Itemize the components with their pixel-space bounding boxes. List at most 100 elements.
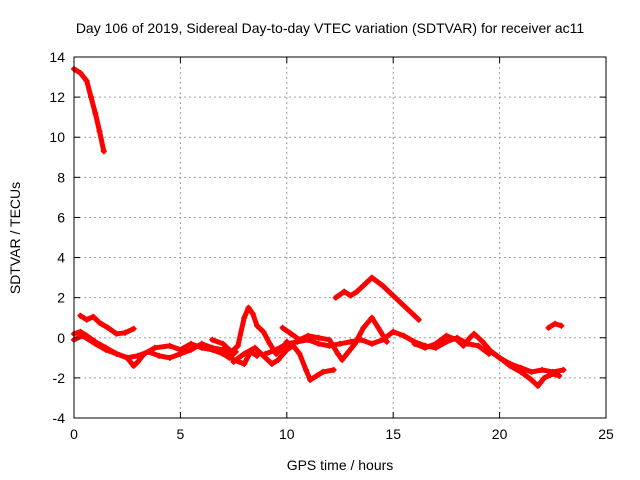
y-tick-label: -2 (53, 370, 66, 386)
data-point (379, 282, 386, 289)
data-point (275, 356, 282, 363)
data-point (517, 368, 524, 375)
data-point (332, 294, 339, 301)
data-point (100, 148, 107, 155)
y-tick-label: 10 (49, 129, 65, 145)
data-point (228, 348, 235, 355)
data-point (479, 338, 486, 345)
data-point (539, 366, 546, 373)
data-point (411, 340, 418, 347)
data-point (96, 319, 103, 326)
data-point (460, 342, 467, 349)
data-point (368, 274, 375, 281)
chart-title: Day 106 of 2019, Sidereal Day-to-day VTE… (76, 20, 585, 36)
data-point (122, 329, 129, 336)
data-point (96, 128, 103, 135)
data-point (337, 340, 343, 347)
data-point (432, 340, 439, 347)
data-point (283, 340, 290, 347)
data-point (345, 348, 352, 355)
data-point (234, 342, 241, 349)
data-point (358, 336, 365, 343)
data-point (102, 346, 109, 353)
data-point (375, 324, 382, 331)
y-tick-label: 6 (57, 209, 65, 225)
data-point (313, 372, 320, 379)
data-point (354, 288, 361, 295)
data-point (307, 376, 314, 383)
data-point (560, 366, 567, 373)
y-tick-label: 4 (57, 250, 65, 266)
data-point (77, 312, 84, 319)
data-series (71, 66, 567, 389)
data-point (105, 324, 112, 331)
data-point (188, 340, 195, 347)
data-point (558, 322, 565, 329)
x-tick-label: 5 (177, 426, 185, 442)
x-tick-label: 15 (385, 426, 401, 442)
data-point (485, 346, 492, 353)
plot-frame (73, 56, 607, 419)
data-point (134, 358, 141, 365)
data-point (177, 350, 184, 357)
data-point (288, 330, 295, 337)
data-point (249, 310, 256, 317)
series-track-8 (333, 275, 422, 323)
data-point (415, 316, 422, 323)
data-point (198, 340, 205, 347)
data-point (360, 324, 367, 331)
y-tick-label: 8 (57, 169, 65, 185)
data-point (545, 324, 552, 331)
data-point (145, 348, 152, 355)
data-point (219, 346, 226, 353)
data-point (266, 340, 273, 347)
data-point (77, 328, 84, 335)
data-point (254, 322, 261, 329)
data-point (496, 354, 503, 361)
y-tick-label: 0 (57, 330, 65, 346)
data-point (251, 344, 258, 351)
data-point (90, 313, 97, 320)
data-point (79, 332, 86, 339)
data-point (383, 338, 390, 345)
y-axis-label: SDTVAR / TECUs (7, 182, 23, 294)
data-point (260, 328, 267, 335)
data-point (466, 334, 473, 341)
series-track-6 (231, 343, 337, 383)
data-point (443, 338, 450, 345)
data-point (368, 340, 375, 347)
data-point (339, 356, 346, 363)
data-point (77, 70, 84, 77)
data-point (130, 325, 137, 332)
data-point (92, 340, 99, 347)
x-axis-label: GPS time / hours (287, 457, 394, 473)
data-point (400, 302, 407, 309)
data-point (326, 336, 333, 343)
data-point (315, 334, 322, 341)
data-point (315, 340, 322, 347)
y-tick-label: 12 (49, 89, 65, 105)
data-point (294, 338, 301, 345)
data-point (268, 360, 275, 367)
data-point (113, 330, 120, 337)
data-point (507, 362, 514, 369)
y-tick-label: 14 (49, 49, 65, 65)
data-point (254, 352, 261, 359)
data-point (302, 366, 309, 373)
data-point (83, 78, 90, 85)
data-point (241, 314, 248, 321)
data-point (541, 374, 548, 381)
x-tick-label: 20 (492, 426, 508, 442)
data-point (283, 346, 290, 353)
data-point (209, 336, 216, 343)
data-point (551, 320, 558, 327)
data-point (319, 368, 326, 375)
data-point (334, 350, 341, 357)
data-point (390, 292, 397, 299)
data-point (124, 354, 131, 361)
data-point (305, 336, 312, 343)
x-tick-label: 25 (598, 426, 614, 442)
axis-ticks: 0 5 10 15 20 25 -4 -2 0 2 4 6 8 10 12 14 (49, 49, 614, 442)
data-point (245, 304, 252, 311)
data-point (534, 382, 541, 389)
